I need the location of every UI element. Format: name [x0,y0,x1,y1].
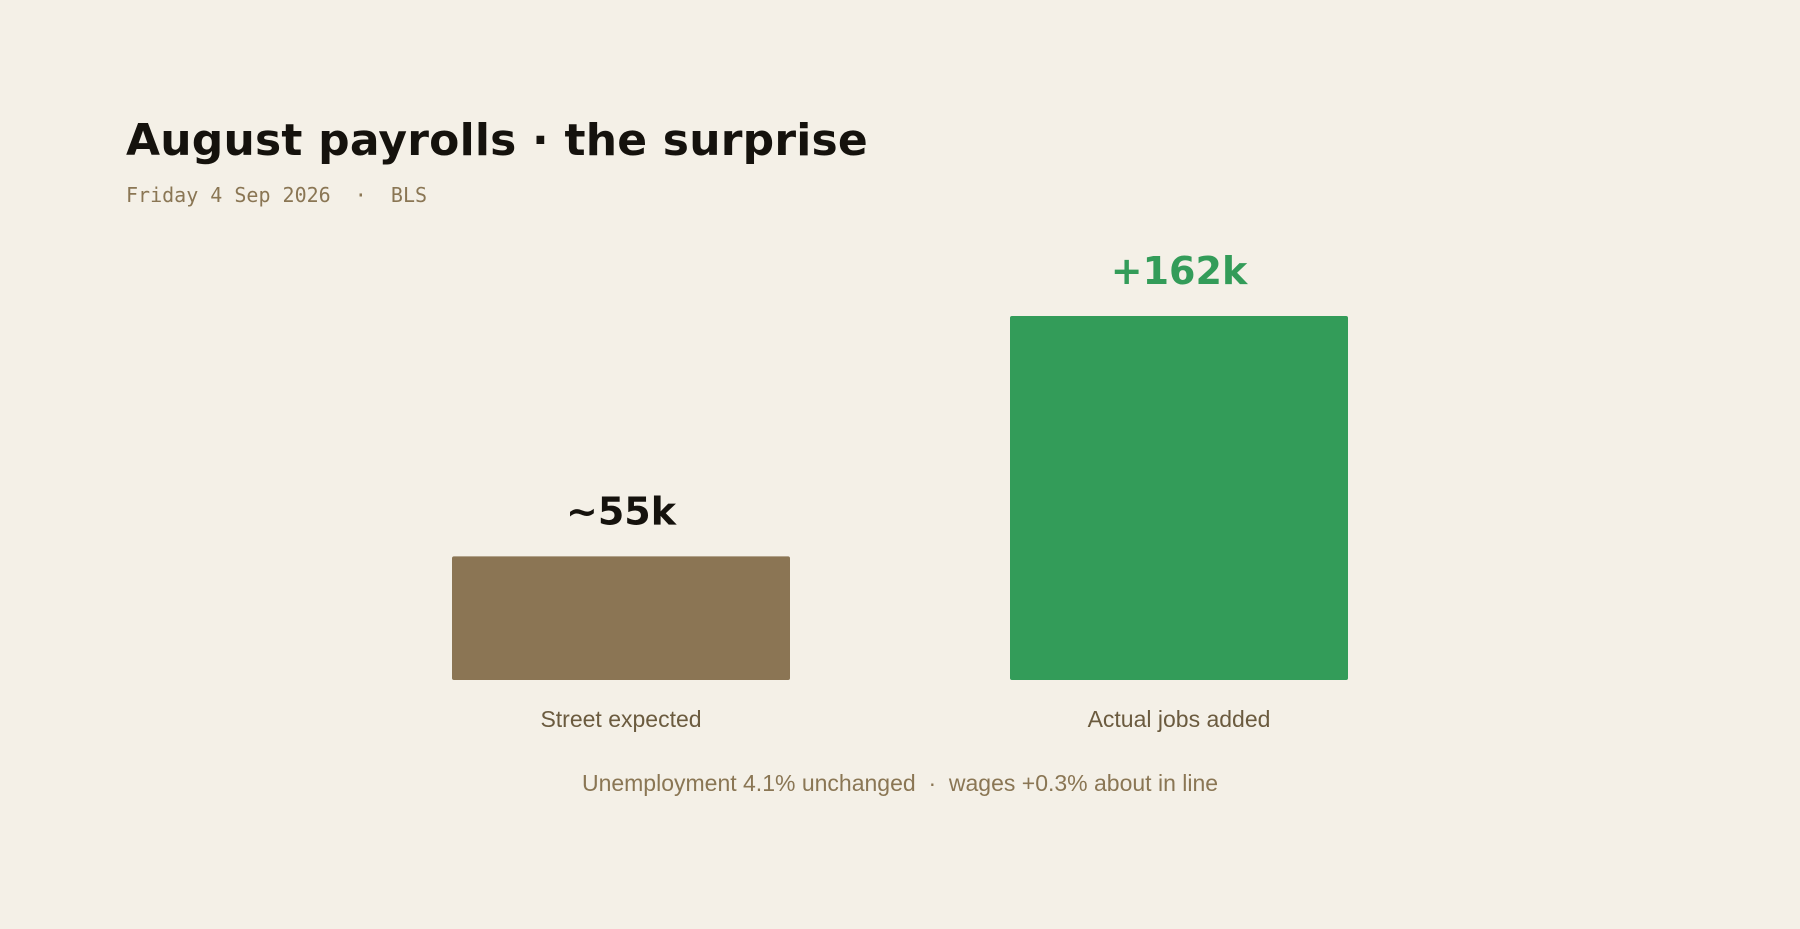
page-title: August payrolls · the surprise [126,115,868,166]
page-subtitle: Friday 4 Sep 2026 · BLS [126,183,428,207]
category-label-street-expected: Street expected [540,706,701,732]
bar-actual-jobs-added [1010,316,1348,680]
chart-footnote: Unemployment 4.1% unchanged · wages +0.3… [581,770,1219,796]
category-label-actual-jobs-added: Actual jobs added [1088,706,1271,732]
bar-street-expected [452,556,790,680]
value-label-street-expected: ~55k [566,489,677,533]
value-label-actual-jobs-added: +162k [1111,249,1248,293]
